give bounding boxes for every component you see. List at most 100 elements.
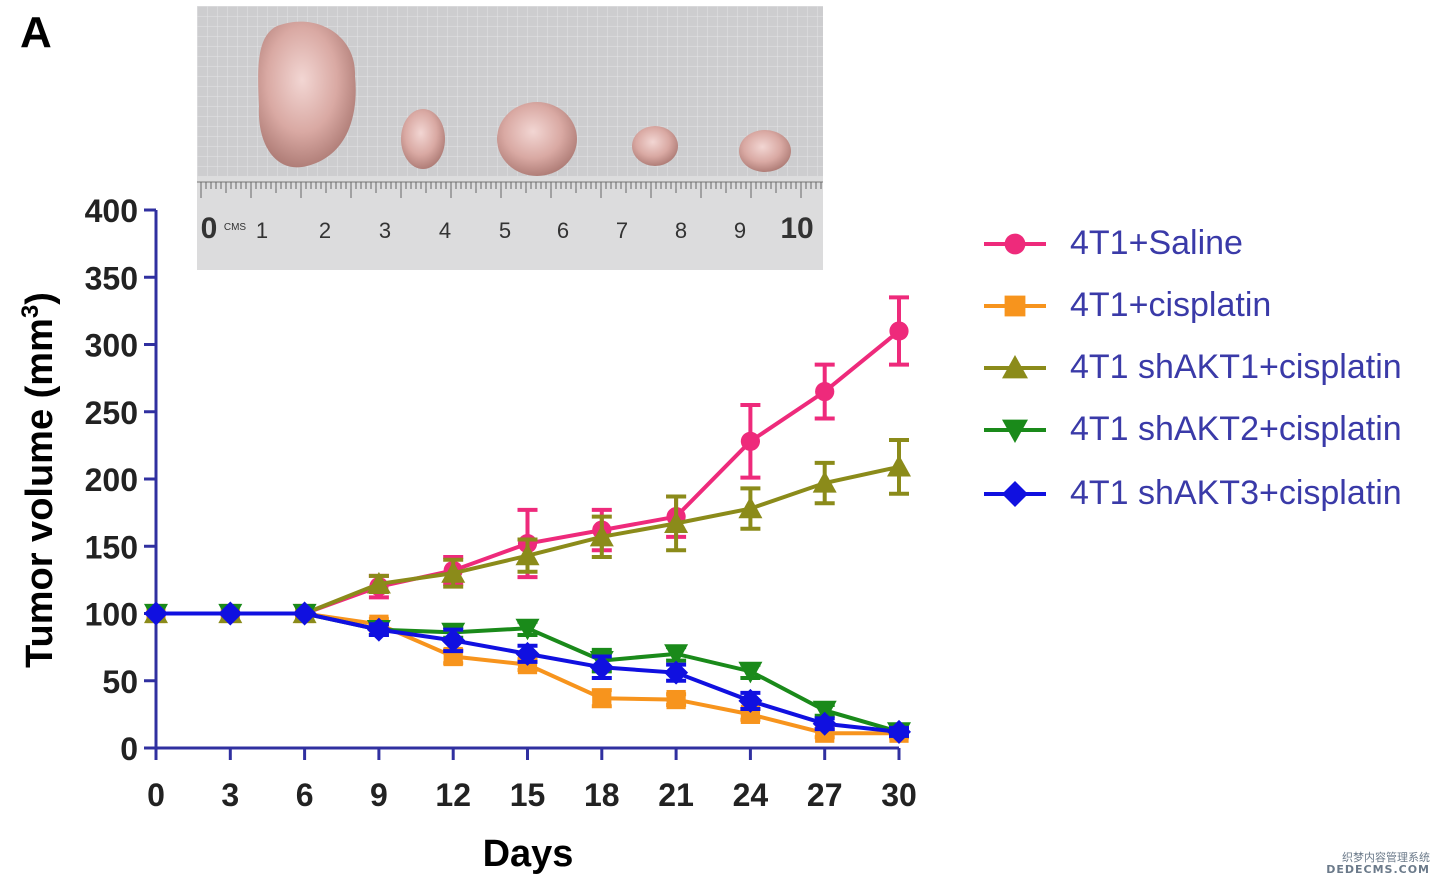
x-tick-label: 30 — [881, 777, 917, 813]
y-tick-label: 100 — [85, 597, 138, 633]
y-tick-label: 250 — [85, 395, 138, 431]
legend-item-4t1-shakt2-cisplatin: 4T1 shAKT2+cisplatin — [980, 408, 1440, 448]
data-point — [441, 628, 466, 653]
x-tick-label: 15 — [510, 777, 546, 813]
data-point — [664, 660, 689, 685]
legend-marker-shape — [1002, 481, 1028, 507]
watermark: 织梦内容管理系统 DEDECMS.COM — [1326, 852, 1430, 876]
legend-marker-shape — [1002, 419, 1028, 443]
y-tick-label: 150 — [85, 529, 138, 565]
tumor-cisplatin — [401, 109, 445, 169]
ruler-labels: 0 CMS 1 2 3 4 5 6 7 8 9 10 — [201, 212, 814, 245]
x-tick-label: 12 — [435, 777, 471, 813]
data-point — [812, 700, 837, 723]
ruler-label: 7 — [616, 218, 628, 243]
tumor-photo: 0 CMS 1 2 3 4 5 6 7 8 9 10 — [197, 6, 823, 270]
ruler-label: 1 — [256, 218, 268, 243]
data-point — [812, 471, 837, 493]
y-tick-label: 200 — [85, 462, 138, 498]
x-tick-label: 21 — [658, 777, 694, 813]
data-point — [292, 601, 317, 626]
data-point — [812, 711, 837, 736]
y-axis-label-close: ) — [19, 292, 61, 305]
data-point — [366, 617, 391, 642]
legend-marker — [984, 419, 1046, 443]
y-tick-label: 300 — [85, 328, 138, 364]
ruler-label: 5 — [499, 218, 511, 243]
legend-marker — [984, 355, 1046, 379]
data-point — [738, 688, 763, 713]
x-tick-label: 6 — [296, 777, 314, 813]
x-tick-label: 3 — [221, 777, 239, 813]
data-point — [592, 688, 612, 708]
tumor-shakt1 — [497, 102, 577, 176]
x-axis-label: Days — [483, 833, 574, 875]
data-point — [738, 661, 763, 684]
legend-item-4t1-saline: 4T1+Saline — [980, 222, 1440, 262]
data-point — [144, 601, 168, 626]
data-point — [887, 719, 911, 744]
watermark-line1: 织梦内容管理系统 — [1342, 851, 1430, 864]
y-tick-label: 0 — [120, 731, 138, 767]
ruler-label: 0 — [201, 212, 218, 245]
ruler-ticks — [200, 182, 822, 198]
panel-label: A — [20, 8, 52, 57]
data-point — [515, 543, 540, 566]
data-point — [664, 511, 689, 533]
legend-label: 4T1 shAKT3+cisplatin — [1070, 474, 1402, 512]
legend-item-4t1-shakt3-cisplatin: 4T1 shAKT3+cisplatin — [980, 472, 1440, 512]
legend-item-4t1-cisplatin: 4T1+cisplatin — [980, 284, 1440, 324]
legend-label: 4T1+Saline — [1070, 224, 1243, 262]
ruler-label: 2 — [319, 218, 331, 243]
legend-marker — [984, 295, 1046, 317]
ruler-label: 3 — [379, 218, 391, 243]
x-tick-label: 18 — [584, 777, 620, 813]
data-point — [366, 571, 391, 594]
data-point — [515, 618, 540, 641]
legend-item-4t1-shakt1-cisplatin: 4T1 shAKT1+cisplatin — [980, 346, 1440, 386]
tumor-shakt3 — [739, 130, 791, 172]
watermark-line2: DEDECMS.COM — [1326, 863, 1430, 876]
legend-marker-shape — [1002, 355, 1028, 379]
data-point — [889, 321, 909, 341]
x-tick-label: 24 — [733, 777, 769, 813]
ruler-label: 9 — [734, 218, 746, 243]
ruler-label: CMS — [224, 222, 247, 233]
x-tick-label: 9 — [370, 777, 388, 813]
y-tick-label: 400 — [85, 193, 138, 229]
data-point — [664, 644, 689, 666]
legend-label: 4T1+cisplatin — [1070, 286, 1272, 324]
data-point — [666, 689, 686, 710]
x-tick-label: 27 — [807, 777, 843, 813]
legend-marker — [984, 233, 1046, 255]
y-axis-label-main: Tumor volume (mm — [19, 318, 61, 668]
y-tick-label: 50 — [102, 664, 138, 700]
tumor-photo-drawing: 0 CMS 1 2 3 4 5 6 7 8 9 10 — [197, 6, 823, 270]
series-4t1-saline — [146, 295, 909, 624]
ruler-label: 6 — [557, 218, 569, 243]
data-point — [815, 381, 835, 402]
x-tick-label: 0 — [147, 777, 165, 813]
data-point — [589, 524, 614, 547]
legend-label: 4T1 shAKT2+cisplatin — [1070, 410, 1402, 448]
ruler-label: 4 — [439, 218, 451, 243]
tumor-shakt2 — [632, 126, 678, 166]
ruler-label: 10 — [780, 212, 813, 245]
data-point — [441, 561, 466, 583]
tumor-saline — [258, 21, 356, 168]
y-axis-label-superscript: 3 — [17, 305, 44, 318]
data-point — [887, 454, 911, 477]
legend-marker — [984, 481, 1046, 507]
data-point — [738, 496, 763, 519]
series-layer — [144, 295, 911, 744]
legend-marker-shape — [1004, 233, 1026, 255]
y-tick-label: 350 — [85, 260, 138, 296]
data-point — [515, 641, 540, 666]
legend-marker-shape — [1004, 295, 1026, 317]
ruler-label: 8 — [675, 218, 687, 243]
y-axis-label: Tumor volume (mm3) — [17, 292, 61, 668]
legend-label: 4T1 shAKT1+cisplatin — [1070, 348, 1402, 386]
data-point — [218, 601, 243, 626]
